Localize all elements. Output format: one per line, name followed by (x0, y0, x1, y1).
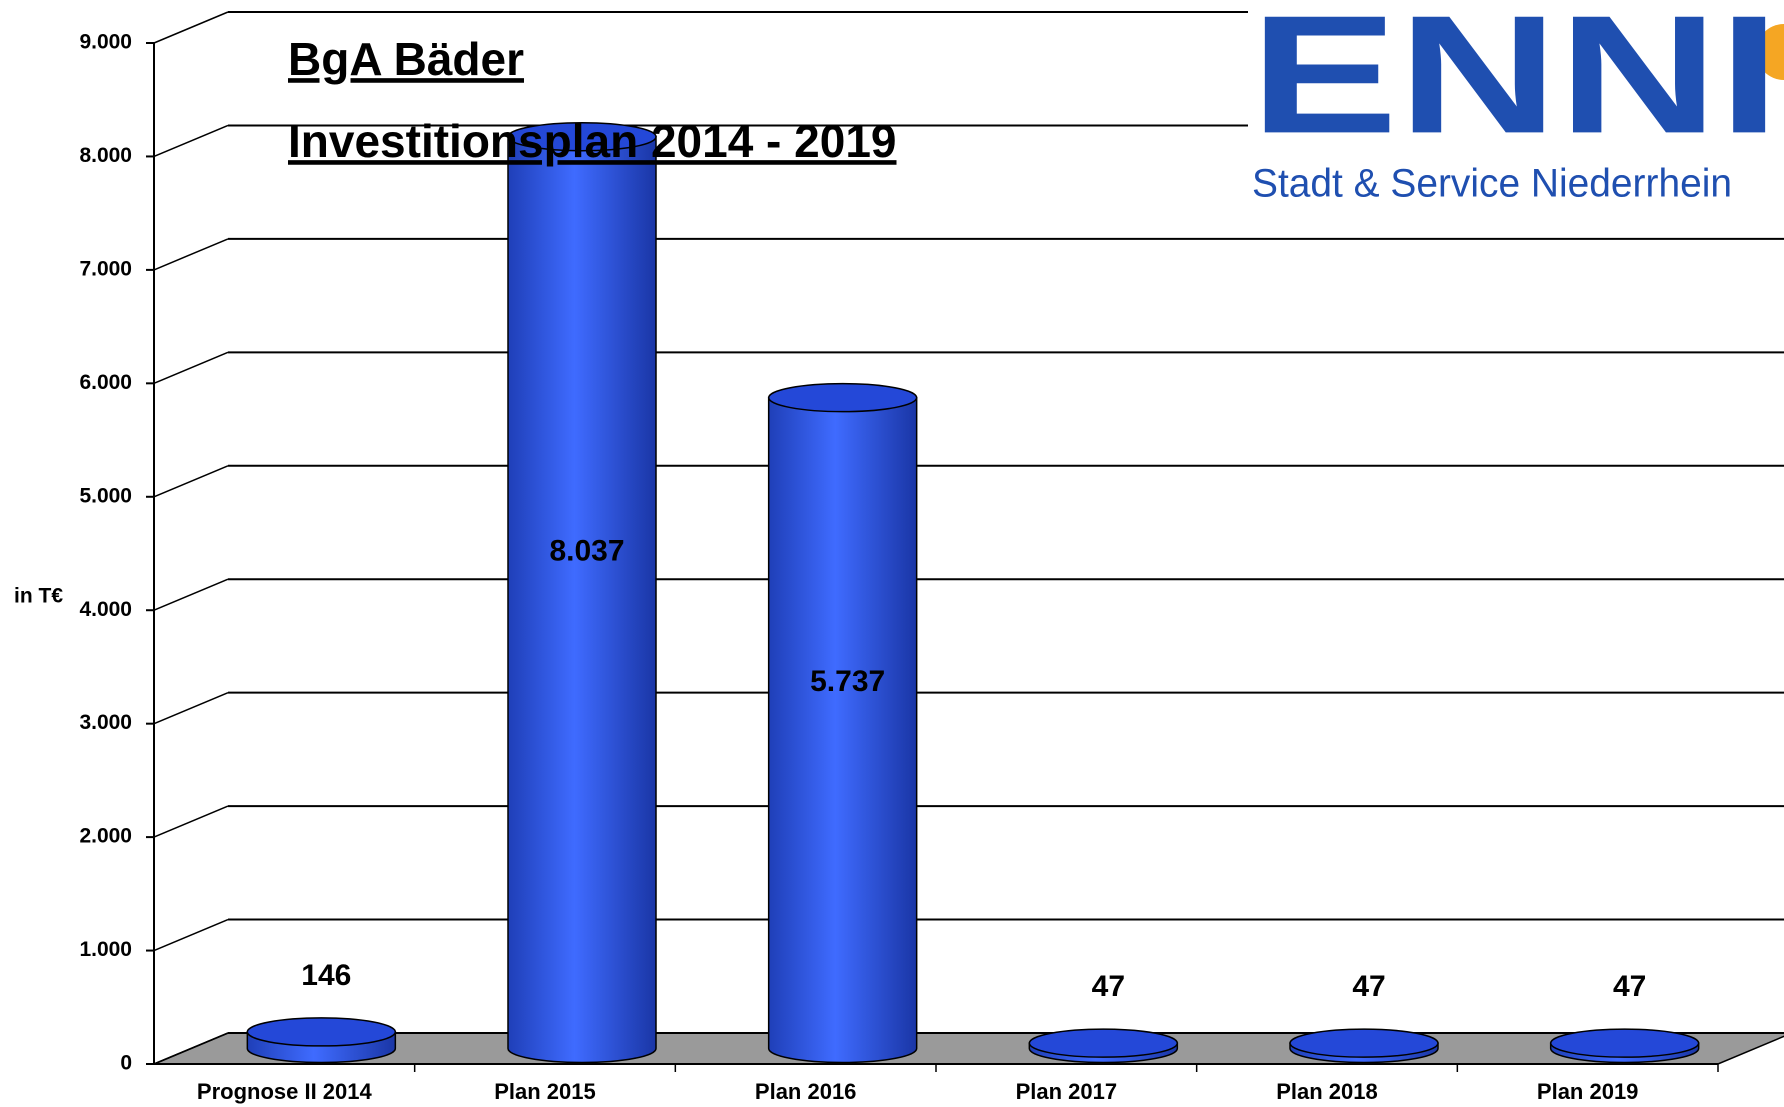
grid-line-side (153, 465, 229, 498)
y-tick-label: 6.000 (79, 371, 132, 394)
x-tick-label: Plan 2016 (755, 1079, 857, 1104)
value-label: 47 (1352, 970, 1385, 1003)
bars (246, 121, 1700, 1064)
grid-line-side (153, 238, 229, 271)
bar (507, 135, 657, 1064)
grid-line-side (153, 1032, 229, 1065)
y-tick-label: 5.000 (79, 484, 132, 507)
bar-top (767, 382, 918, 413)
y-tick-label: 4.000 (79, 598, 132, 621)
grid-line-side (153, 805, 229, 838)
grid-line-side (153, 11, 229, 44)
bar-top (1549, 1028, 1700, 1058)
bar-top (246, 1017, 397, 1047)
bar-top (1289, 1028, 1439, 1058)
grid-line-side (153, 918, 229, 952)
y-tick-label: 7.000 (79, 257, 132, 280)
chart-subtitle: Investitionsplan 2014 - 2019 (288, 115, 897, 167)
value-label: 47 (1092, 970, 1125, 1003)
value-label: 146 (301, 959, 351, 992)
y-tick-label: 0 (120, 1052, 132, 1075)
value-label: 47 (1613, 970, 1646, 1003)
bar-top (507, 121, 657, 152)
floor (153, 1032, 1784, 1065)
y-tick-label: 8.000 (79, 144, 132, 167)
y-tick-label: 1.000 (79, 938, 132, 961)
grid-line-side (153, 578, 229, 611)
grid-line-side (153, 351, 229, 385)
x-tick-label: Plan 2018 (1276, 1079, 1378, 1104)
y-tick-label: 9.000 (79, 31, 132, 54)
y-tick-label: 2.000 (79, 825, 132, 848)
grid-line-side (153, 691, 229, 725)
logo-bg (1248, 10, 1784, 210)
chart-title: BgA Bäder (288, 33, 524, 85)
logo-tagline: Stadt & Service Niederrhein (1252, 162, 1732, 206)
bar-top (1028, 1028, 1179, 1058)
value-label: 5.737 (810, 665, 885, 698)
y-axis-label: in T€ (14, 585, 63, 608)
x-tick-label: Plan 2015 (494, 1079, 596, 1104)
grid-line-side (153, 124, 229, 158)
logo-name: ENNI (1250, 0, 1780, 168)
x-tick-label: Plan 2017 (1016, 1079, 1118, 1104)
x-tick-label: Plan 2019 (1537, 1079, 1639, 1104)
bar (767, 396, 918, 1064)
y-tick-label: 3.000 (79, 711, 132, 734)
value-label: 8.037 (549, 535, 624, 568)
logo-sun (1756, 24, 1784, 80)
x-tick-label: Prognose II 2014 (197, 1079, 373, 1104)
